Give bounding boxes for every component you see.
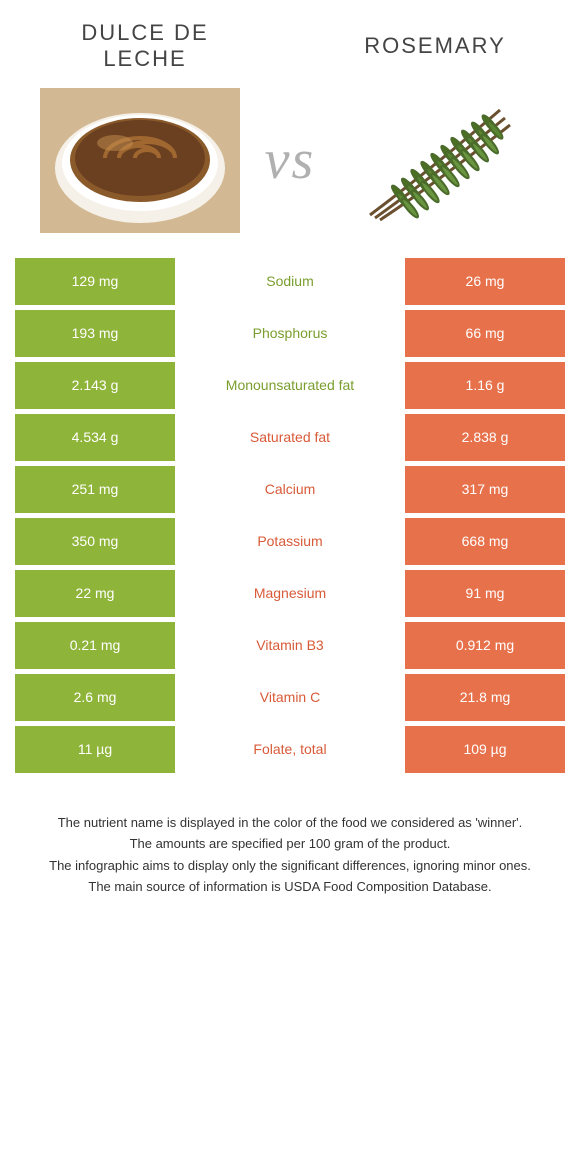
right-value-cell: 317 mg — [405, 466, 565, 513]
nutrient-label-cell: Calcium — [175, 466, 405, 513]
left-value-cell: 2.6 mg — [15, 674, 175, 721]
left-value-cell: 251 mg — [15, 466, 175, 513]
left-food-image — [40, 88, 240, 233]
titles-row: Dulce de leche Rosemary — [15, 20, 565, 88]
left-value-cell: 2.143 g — [15, 362, 175, 409]
right-value-cell: 1.16 g — [405, 362, 565, 409]
nutrient-row: 129 mgSodium26 mg — [15, 258, 565, 305]
left-value-cell: 0.21 mg — [15, 622, 175, 669]
left-value-cell: 11 µg — [15, 726, 175, 773]
nutrient-row: 4.534 gSaturated fat2.838 g — [15, 414, 565, 461]
right-food-title: Rosemary — [335, 33, 535, 59]
footer-line: The main source of information is USDA F… — [30, 877, 550, 897]
vs-text: vs — [265, 128, 316, 192]
nutrient-row: 350 mgPotassium668 mg — [15, 518, 565, 565]
nutrient-row: 22 mgMagnesium91 mg — [15, 570, 565, 617]
rosemary-icon — [350, 90, 530, 230]
left-value-cell: 350 mg — [15, 518, 175, 565]
nutrient-label-cell: Potassium — [175, 518, 405, 565]
nutrient-label-cell: Folate, total — [175, 726, 405, 773]
right-food-image — [340, 88, 540, 233]
footer-line: The infographic aims to display only the… — [30, 856, 550, 876]
nutrient-label-cell: Sodium — [175, 258, 405, 305]
right-value-cell: 0.912 mg — [405, 622, 565, 669]
nutrient-row: 11 µgFolate, total109 µg — [15, 726, 565, 773]
nutrient-row: 251 mgCalcium317 mg — [15, 466, 565, 513]
dulce-de-leche-icon — [40, 88, 240, 233]
right-value-cell: 21.8 mg — [405, 674, 565, 721]
nutrient-label-cell: Saturated fat — [175, 414, 405, 461]
nutrient-label-cell: Vitamin B3 — [175, 622, 405, 669]
footer-line: The nutrient name is displayed in the co… — [30, 813, 550, 833]
left-value-cell: 193 mg — [15, 310, 175, 357]
nutrient-row: 193 mgPhosphorus66 mg — [15, 310, 565, 357]
right-value-cell: 26 mg — [405, 258, 565, 305]
nutrient-row: 2.143 gMonounsaturated fat1.16 g — [15, 362, 565, 409]
right-value-cell: 668 mg — [405, 518, 565, 565]
images-row: vs — [15, 88, 565, 258]
right-value-cell: 2.838 g — [405, 414, 565, 461]
nutrient-label-cell: Phosphorus — [175, 310, 405, 357]
nutrient-rows: 129 mgSodium26 mg 193 mgPhosphorus66 mg 2.… — [15, 258, 565, 773]
footer-line: The amounts are specified per 100 gram o… — [30, 834, 550, 854]
nutrient-label-cell: Magnesium — [175, 570, 405, 617]
right-value-cell: 66 mg — [405, 310, 565, 357]
comparison-infographic: Dulce de leche Rosemary vs — [0, 0, 580, 929]
footer-notes: The nutrient name is displayed in the co… — [15, 778, 565, 897]
nutrient-label-cell: Monounsaturated fat — [175, 362, 405, 409]
right-value-cell: 109 µg — [405, 726, 565, 773]
right-value-cell: 91 mg — [405, 570, 565, 617]
left-value-cell: 129 mg — [15, 258, 175, 305]
nutrient-label-cell: Vitamin C — [175, 674, 405, 721]
left-food-title: Dulce de leche — [45, 20, 245, 73]
left-value-cell: 4.534 g — [15, 414, 175, 461]
left-value-cell: 22 mg — [15, 570, 175, 617]
nutrient-row: 0.21 mgVitamin B30.912 mg — [15, 622, 565, 669]
nutrient-row: 2.6 mgVitamin C21.8 mg — [15, 674, 565, 721]
